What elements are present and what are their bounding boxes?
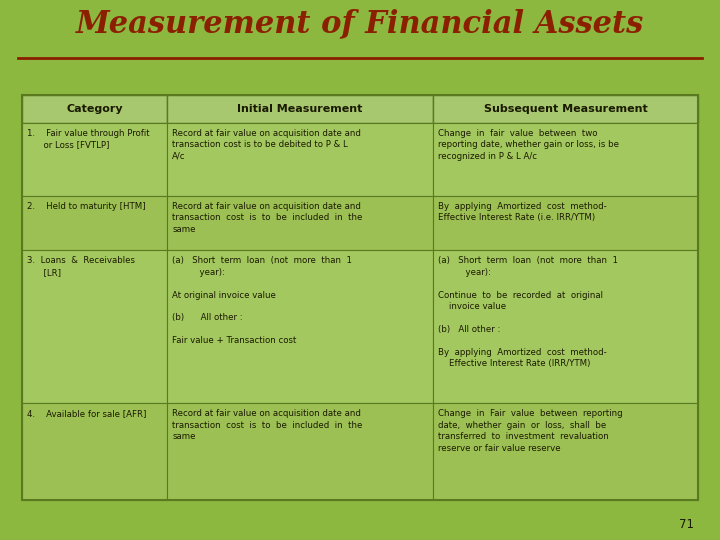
Bar [167, 95, 433, 123]
Text: Record at fair value on acquisition date and
transaction  cost  is  to  be  incl: Record at fair value on acquisition date… [172, 409, 363, 441]
Bar [433, 123, 698, 196]
Bar [22, 95, 167, 123]
Bar [167, 403, 433, 500]
Text: Subsequent Measurement: Subsequent Measurement [484, 104, 647, 114]
Bar [167, 123, 433, 196]
Text: Measurement of Financial Assets: Measurement of Financial Assets [76, 8, 644, 39]
Text: By  applying  Amortized  cost  method-
Effective Interest Rate (i.e. IRR/YTM): By applying Amortized cost method- Effec… [438, 202, 607, 222]
Bar [433, 95, 698, 123]
Bar [433, 250, 698, 403]
Bar [22, 196, 167, 250]
Text: Category: Category [66, 104, 123, 114]
Text: 2.    Held to maturity [HTM]: 2. Held to maturity [HTM] [27, 202, 145, 211]
Text: (a)   Short  term  loan  (not  more  than  1
          year):

At original invoi: (a) Short term loan (not more than 1 yea… [172, 256, 352, 346]
Text: (a)   Short  term  loan  (not  more  than  1
          year):

Continue  to  be : (a) Short term loan (not more than 1 yea… [438, 256, 618, 368]
Bar [433, 196, 698, 250]
Text: Record at fair value on acquisition date and
transaction cost is to be debited t: Record at fair value on acquisition date… [172, 129, 361, 161]
Text: Change  in  Fair  value  between  reporting
date,  whether  gain  or  loss,  sha: Change in Fair value between reporting d… [438, 409, 623, 453]
Text: 4.    Available for sale [AFR]: 4. Available for sale [AFR] [27, 409, 146, 418]
Bar [167, 196, 433, 250]
Text: Record at fair value on acquisition date and
transaction  cost  is  to  be  incl: Record at fair value on acquisition date… [172, 202, 363, 234]
Text: Change  in  fair  value  between  two
reporting date, whether gain or loss, is b: Change in fair value between two reporti… [438, 129, 619, 161]
Bar [22, 123, 167, 196]
Bar [167, 250, 433, 403]
Bar [22, 403, 167, 500]
Bar [22, 250, 167, 403]
Text: 3.  Loans  &  Receivables
      [LR]: 3. Loans & Receivables [LR] [27, 256, 135, 276]
Text: 71: 71 [679, 518, 694, 531]
Bar [22, 95, 698, 500]
Bar [433, 403, 698, 500]
Text: Initial Measurement: Initial Measurement [238, 104, 363, 114]
Text: 1.    Fair value through Profit
      or Loss [FVTLP]: 1. Fair value through Profit or Loss [FV… [27, 129, 150, 150]
